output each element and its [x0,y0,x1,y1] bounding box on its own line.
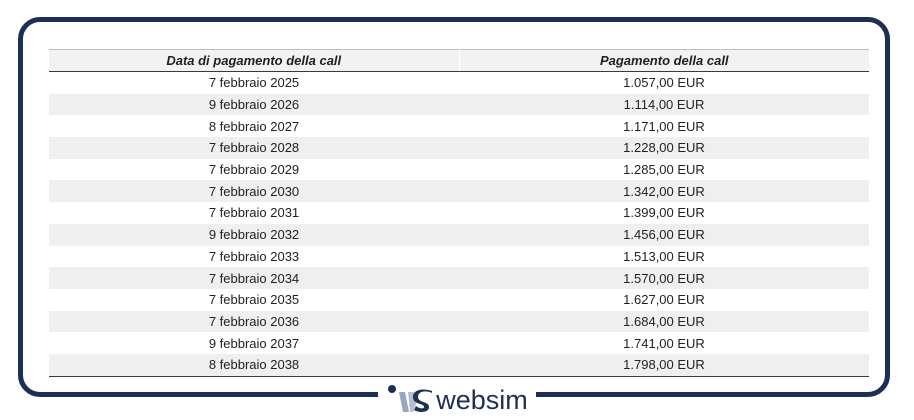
payment-amount-cell: 1.456,00 EUR [459,223,869,246]
payment-amount-cell: 1.057,00 EUR [459,71,869,94]
payment-date-cell: 7 febbraio 2034 [49,267,459,289]
payment-date-cell: 9 febbraio 2037 [49,332,459,354]
websim-logo-icon [388,385,433,412]
table-row: 7 febbraio 2034 1.570,00 EUR [49,267,869,289]
payment-amount-cell: 1.513,00 EUR [459,245,869,268]
table-row: 7 febbraio 2036 1.684,00 EUR [49,310,869,333]
payment-amount-cell: 1.399,00 EUR [459,202,869,224]
table-row: 7 febbraio 2025 1.057,00 EUR [49,71,869,94]
table-row: 8 febbraio 2027 1.171,00 EUR [49,115,869,138]
payment-amount-cell: 1.684,00 EUR [459,310,869,333]
table-row: 9 febbraio 2037 1.741,00 EUR [49,332,869,354]
table-row: 7 febbraio 2028 1.228,00 EUR [49,137,869,159]
payment-amount-cell: 1.228,00 EUR [459,137,869,159]
call-payment-table: Data di pagamento della call Pagamento d… [49,49,869,377]
table-row: 7 febbraio 2029 1.285,00 EUR [49,158,869,181]
table-row: 7 febbraio 2033 1.513,00 EUR [49,245,869,268]
table-header-row: Data di pagamento della call Pagamento d… [49,49,869,72]
column-header-payment-date: Data di pagamento della call [49,49,460,72]
payment-date-cell: 9 febbraio 2032 [49,223,459,246]
payment-amount-cell: 1.114,00 EUR [459,93,869,116]
payment-amount-cell: 1.285,00 EUR [459,158,869,181]
table-row: 9 febbraio 2032 1.456,00 EUR [49,223,869,246]
payment-date-cell: 7 febbraio 2035 [49,288,459,311]
payment-amount-cell: 1.342,00 EUR [459,180,869,203]
payment-amount-cell: 1.171,00 EUR [459,115,869,138]
table-row: 7 febbraio 2035 1.627,00 EUR [49,288,869,311]
websim-logo-text: websim [436,385,528,415]
payment-date-cell: 7 febbraio 2028 [49,137,459,159]
table-row: 9 febbraio 2026 1.114,00 EUR [49,93,869,116]
payment-date-cell: 7 febbraio 2029 [49,158,459,181]
payment-date-cell: 8 febbraio 2027 [49,115,459,138]
payment-date-cell: 7 febbraio 2025 [49,71,459,94]
table-row: 7 febbraio 2030 1.342,00 EUR [49,180,869,203]
payment-amount-cell: 1.798,00 EUR [459,353,869,377]
table-row: 8 febbraio 2038 1.798,00 EUR [49,353,869,377]
payment-date-cell: 7 febbraio 2036 [49,310,459,333]
payment-amount-cell: 1.570,00 EUR [459,267,869,289]
payment-amount-cell: 1.627,00 EUR [459,288,869,311]
column-header-payment-amount: Pagamento della call [459,49,869,72]
payment-date-cell: 7 febbraio 2030 [49,180,459,203]
websim-logo: websim [378,380,536,420]
payment-date-cell: 8 febbraio 2038 [49,353,459,377]
payment-date-cell: 7 febbraio 2033 [49,245,459,268]
table-row: 7 febbraio 2031 1.399,00 EUR [49,202,869,224]
payment-date-cell: 9 febbraio 2026 [49,93,459,116]
payment-amount-cell: 1.741,00 EUR [459,332,869,354]
payment-date-cell: 7 febbraio 2031 [49,202,459,224]
content-frame: Data di pagamento della call Pagamento d… [18,17,890,397]
